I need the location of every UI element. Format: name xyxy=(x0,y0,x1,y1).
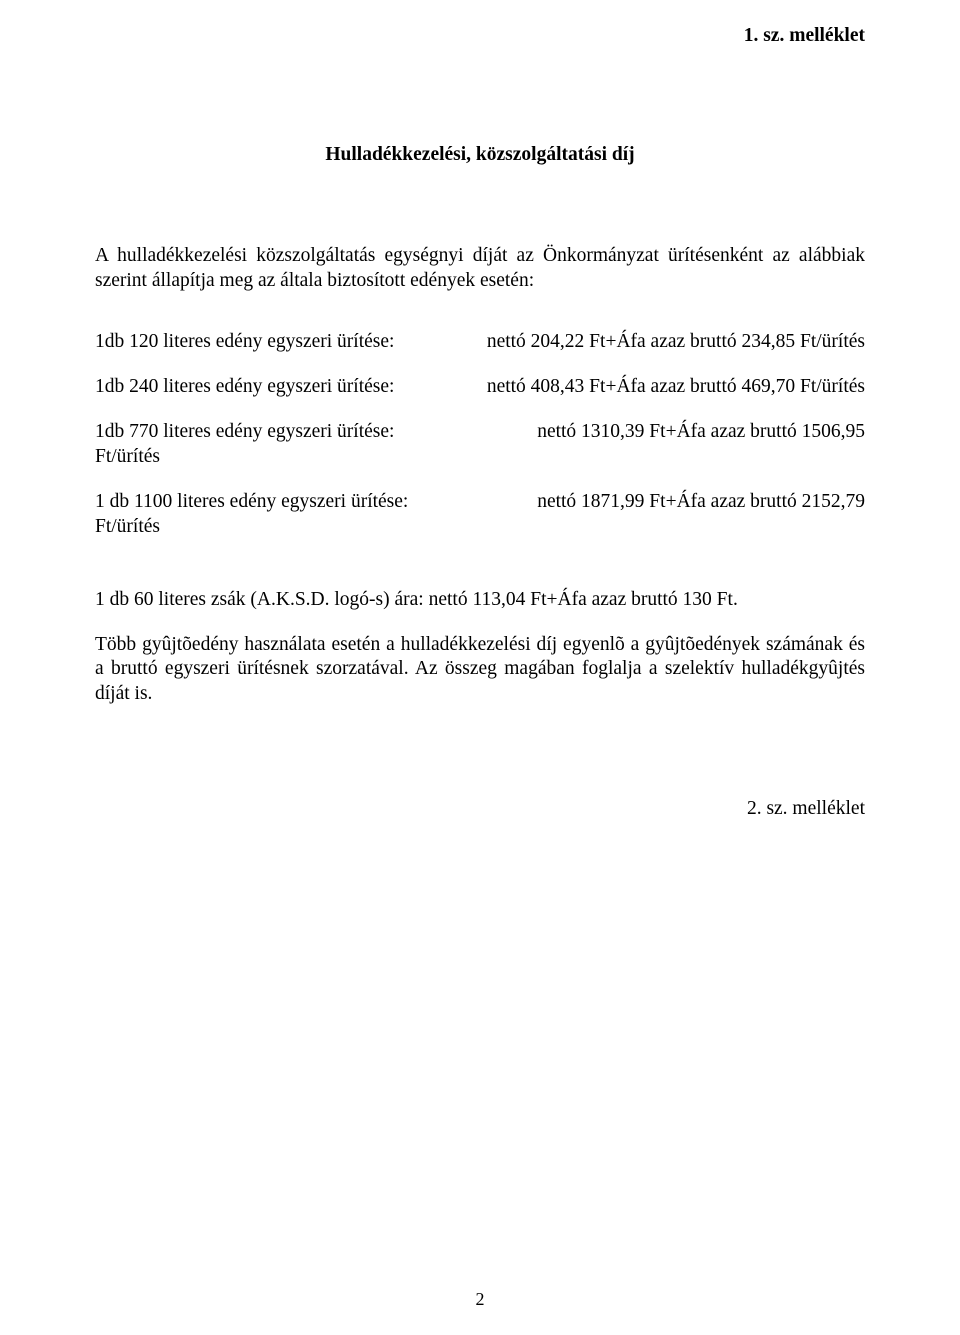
page-number: 2 xyxy=(0,1288,960,1311)
price-row: 1db 120 literes edény egyszeri ürítése: … xyxy=(95,330,865,355)
document-title: Hulladékkezelési, közszolgáltatási díj xyxy=(95,143,865,168)
price-row-label: 1db 770 literes edény egyszeri ürítése: xyxy=(95,420,394,445)
price-row-value: nettó 408,43 Ft+Áfa azaz bruttó 469,70 F… xyxy=(487,375,865,400)
price-row-label: 1 db 1100 literes edény egyszeri ürítése… xyxy=(95,490,408,515)
price-row-value-cont: Ft/ürítés xyxy=(95,445,865,470)
page: 1. sz. melléklet Hulladékkezelési, közsz… xyxy=(0,0,960,1335)
header-appendix-2: 2. sz. melléklet xyxy=(95,797,865,822)
price-row: 1db 240 literes edény egyszeri ürítése: … xyxy=(95,375,865,400)
price-row-value: nettó 204,22 Ft+Áfa azaz bruttó 234,85 F… xyxy=(487,330,865,355)
final-paragraph: Több gyûjtõedény használata esetén a hul… xyxy=(95,633,865,708)
price-row: 1db 770 literes edény egyszeri ürítése: … xyxy=(95,420,865,470)
header-appendix-1: 1. sz. melléklet xyxy=(744,24,865,49)
price-row: 1 db 1100 literes edény egyszeri ürítése… xyxy=(95,490,865,540)
price-row-label: 1db 120 literes edény egyszeri ürítése: xyxy=(95,330,394,355)
price-row-value: nettó 1310,39 Ft+Áfa azaz bruttó 1506,95 xyxy=(537,420,865,445)
price-row-value-cont: Ft/ürítés xyxy=(95,515,865,540)
price-row-value: nettó 1871,99 Ft+Áfa azaz bruttó 2152,79 xyxy=(537,490,865,515)
bag-price-line: 1 db 60 literes zsák (A.K.S.D. logó-s) á… xyxy=(95,588,865,613)
intro-paragraph: A hulladékkezelési közszolgáltatás egysé… xyxy=(95,244,865,294)
price-rows: 1db 120 literes edény egyszeri ürítése: … xyxy=(95,330,865,540)
price-row-label: 1db 240 literes edény egyszeri ürítése: xyxy=(95,375,394,400)
